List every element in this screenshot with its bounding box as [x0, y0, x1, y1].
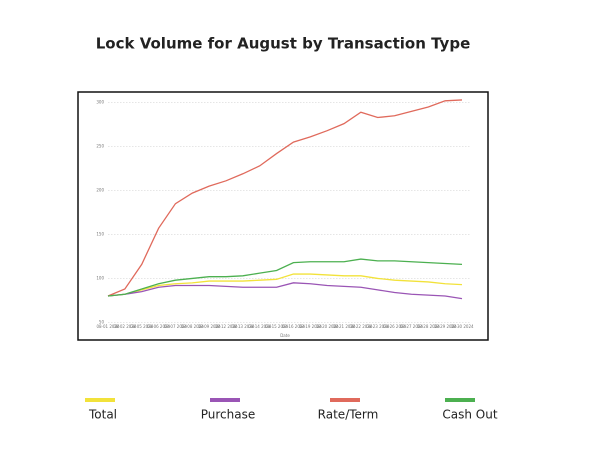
legend-label: Total: [88, 408, 117, 422]
x-tick-label: 08-13 2024: [231, 324, 255, 329]
y-tick-label: 100: [96, 275, 104, 280]
x-tick-label: 08-09 2024: [198, 324, 222, 329]
legend-label: Rate/Term: [318, 408, 379, 422]
x-tick-label: 08-08 2024: [181, 324, 205, 329]
legend-swatch: [85, 398, 115, 402]
legend-label: Purchase: [201, 408, 256, 422]
x-tick-label: 08-02 2024: [113, 324, 137, 329]
x-tick-label: 08-12 2024: [214, 324, 238, 329]
y-tick-label: 50: [99, 319, 105, 324]
x-tick-label: 08-26 2024: [383, 324, 407, 329]
x-tick-label: 08-20 2024: [316, 324, 340, 329]
x-tick-label: 08-14 2024: [248, 324, 272, 329]
series-line: [107, 258, 463, 297]
legend-swatch: [330, 398, 360, 402]
x-tick-label: 08-01 2024: [96, 324, 120, 329]
series-line: [107, 273, 463, 297]
x-tick-label: 08-19 2024: [299, 324, 323, 329]
x-tick-label: 08-29 2024: [434, 324, 458, 329]
x-tick-label: 08-05 2024: [130, 324, 154, 329]
x-tick-label: 08-30 2024: [450, 324, 474, 329]
x-tick-label: 08-07 2024: [164, 324, 188, 329]
legend-swatch: [210, 398, 240, 402]
y-tick-label: 300: [96, 100, 104, 105]
x-tick-label: 08-22 2024: [349, 324, 373, 329]
series-line: [107, 282, 463, 300]
plot-frame: [77, 91, 489, 341]
legend-swatch: [445, 398, 475, 402]
x-tick-label: 08-16 2024: [282, 324, 306, 329]
chart-title: Lock Volume for August by Transaction Ty…: [96, 35, 471, 53]
x-tick-label: 08-21 2024: [332, 324, 356, 329]
series-line: [107, 99, 463, 297]
legend-label: Cash Out: [442, 408, 497, 422]
y-tick-label: 200: [96, 187, 104, 192]
x-axis-label: Date: [280, 333, 290, 338]
x-tick-label: 08-23 2024: [366, 324, 390, 329]
x-tick-label: 08-06 2024: [147, 324, 171, 329]
y-tick-label: 250: [96, 144, 104, 149]
y-tick-label: 150: [96, 231, 104, 236]
x-tick-label: 08-15 2024: [265, 324, 289, 329]
x-tick-label: 08-28 2024: [417, 324, 441, 329]
x-tick-label: 08-27 2024: [400, 324, 424, 329]
